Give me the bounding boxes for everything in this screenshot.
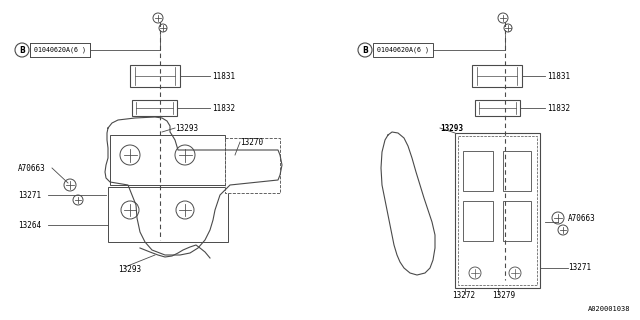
Bar — [472, 65, 522, 87]
Bar — [110, 135, 225, 185]
Bar — [132, 100, 177, 116]
Text: 13293: 13293 — [440, 124, 463, 132]
Text: B: B — [362, 45, 368, 54]
Text: 13279: 13279 — [492, 292, 515, 300]
Bar — [30, 43, 90, 57]
Bar — [373, 43, 433, 57]
Text: B: B — [19, 45, 25, 54]
Text: A70663: A70663 — [18, 164, 45, 172]
Bar — [503, 151, 531, 191]
Text: 11832: 11832 — [212, 103, 235, 113]
Text: 01040620A(6 ): 01040620A(6 ) — [34, 47, 86, 53]
Text: A70663: A70663 — [568, 213, 596, 222]
Bar — [108, 187, 228, 242]
Text: A020001038: A020001038 — [588, 306, 630, 312]
Text: 13271: 13271 — [568, 263, 591, 273]
Text: 11831: 11831 — [212, 71, 235, 81]
Bar — [458, 136, 537, 285]
Text: 13293: 13293 — [175, 124, 198, 132]
Text: 01040620A(6 ): 01040620A(6 ) — [377, 47, 429, 53]
Bar — [463, 151, 493, 191]
Bar — [130, 65, 180, 87]
Text: 13272: 13272 — [452, 292, 475, 300]
Text: 13293: 13293 — [118, 266, 141, 275]
Text: 13270: 13270 — [240, 138, 263, 147]
Bar — [455, 133, 540, 288]
Bar — [503, 201, 531, 241]
Text: 13264: 13264 — [18, 220, 41, 229]
Text: 13271: 13271 — [18, 190, 41, 199]
Bar — [225, 138, 280, 193]
Bar — [463, 201, 493, 241]
Text: 11832: 11832 — [547, 103, 570, 113]
Bar — [475, 100, 520, 116]
Text: 11831: 11831 — [547, 71, 570, 81]
